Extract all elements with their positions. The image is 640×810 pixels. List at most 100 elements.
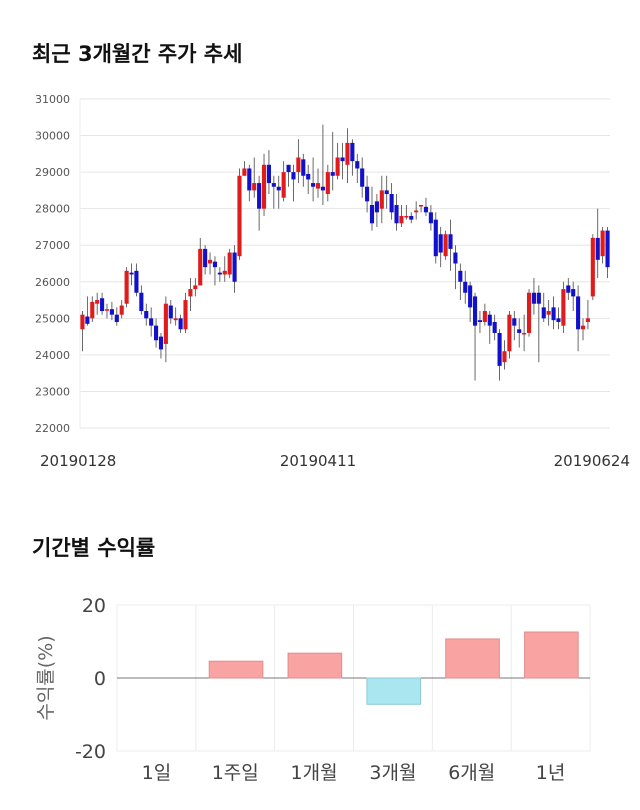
return-bar <box>208 660 264 679</box>
candle-body <box>183 300 188 330</box>
candle-body <box>114 314 119 322</box>
candle-body <box>271 183 276 187</box>
candle-body <box>502 351 507 363</box>
candle-body <box>428 212 433 224</box>
candle-body <box>512 318 517 326</box>
x-tick-label: 1일 <box>142 762 172 784</box>
candle-body <box>438 234 443 253</box>
candle-body <box>100 298 105 312</box>
candle-body <box>576 296 581 330</box>
candle-body <box>247 168 252 191</box>
candle-body <box>237 175 242 257</box>
y-tick-label: 23000 <box>35 385 70 398</box>
x-tick-label: 1개월 <box>291 762 338 784</box>
candle-body <box>119 305 124 315</box>
candle-body <box>600 230 605 257</box>
candle-body <box>355 161 360 169</box>
candle-body <box>104 309 110 311</box>
candle-body <box>590 237 595 297</box>
x-tick-label: 6개월 <box>448 762 495 784</box>
candle-body <box>178 318 183 330</box>
price-trend-title: 최근 3개월간 주가 추세 <box>32 42 243 66</box>
candle-body <box>129 272 134 275</box>
candle-body <box>158 336 164 350</box>
candle-body <box>306 173 311 180</box>
candle-body <box>315 183 321 189</box>
candle-body <box>232 252 237 282</box>
candle-body <box>365 186 370 202</box>
candle-body <box>276 186 281 191</box>
candle-body <box>369 205 375 224</box>
candle-body <box>227 252 232 275</box>
period-returns-title: 기간별 수익률 <box>32 536 156 560</box>
candle-body <box>546 311 551 315</box>
candle-body <box>399 215 404 224</box>
x-tick-label: 1주일 <box>212 762 259 784</box>
candle-body <box>266 164 271 184</box>
candle-body <box>605 230 610 268</box>
price-candlestick-chart: 22000 23000 24000 25000 26000 27000 28000 29000… <box>35 93 630 470</box>
candle-body <box>517 329 522 333</box>
candle-body <box>222 270 227 275</box>
candle-body <box>330 172 335 176</box>
candle-body <box>261 164 267 209</box>
candle-body <box>90 301 95 319</box>
candle-body <box>448 234 453 249</box>
y-tick-label: 27000 <box>35 239 70 252</box>
y-axis-title: 수익률(%) <box>35 635 57 720</box>
x-tick-label: 20190128 <box>40 452 116 470</box>
candle-body <box>188 289 193 297</box>
candle-body <box>389 194 394 213</box>
candle-body <box>536 292 541 304</box>
candle-body <box>453 252 458 264</box>
candle-body <box>566 285 571 293</box>
candle-body <box>335 157 340 176</box>
y-tick-label: 25000 <box>35 312 70 325</box>
candle-body <box>173 318 178 321</box>
candle-body <box>212 261 218 268</box>
candle-body <box>414 210 419 213</box>
candle-body <box>134 270 139 293</box>
candle-body <box>85 316 90 324</box>
candle-body <box>585 318 590 322</box>
candle-body <box>139 292 144 312</box>
candle-body <box>531 292 536 304</box>
candle-body <box>463 281 468 293</box>
candle-body <box>394 205 399 224</box>
candle-body <box>149 318 154 326</box>
candle-body <box>541 307 546 319</box>
candle-body <box>571 289 576 297</box>
candle-body <box>311 183 316 187</box>
candle-body <box>360 168 365 187</box>
x-tick-label: 20190624 <box>554 452 630 470</box>
candle-body <box>379 190 384 209</box>
candle-body <box>301 159 306 176</box>
candle-body <box>551 307 556 321</box>
candle-body <box>242 168 247 176</box>
candle-body <box>168 305 173 319</box>
candle-body <box>286 164 291 173</box>
candle-body <box>409 215 414 220</box>
candle-body <box>561 289 566 326</box>
y-tick-label: 28000 <box>35 203 70 216</box>
candle-body <box>340 157 345 162</box>
candle-body <box>556 318 561 322</box>
candle-body <box>477 320 483 322</box>
candle-body <box>198 248 203 286</box>
candle-body <box>580 325 586 330</box>
candle-body <box>193 285 198 290</box>
candle-body <box>350 142 355 162</box>
y-tick-label: 26000 <box>35 276 70 289</box>
candle-body <box>345 142 350 165</box>
y-tick-label: 22000 <box>35 422 70 435</box>
candle-body <box>487 314 492 326</box>
candle-body <box>252 183 257 191</box>
candle-body <box>419 205 424 207</box>
candle-body <box>124 270 129 304</box>
candle-body <box>458 270 463 282</box>
candle-body <box>507 314 512 352</box>
candle-body <box>163 303 168 344</box>
candle-body <box>144 311 149 319</box>
candle-body <box>281 172 286 198</box>
